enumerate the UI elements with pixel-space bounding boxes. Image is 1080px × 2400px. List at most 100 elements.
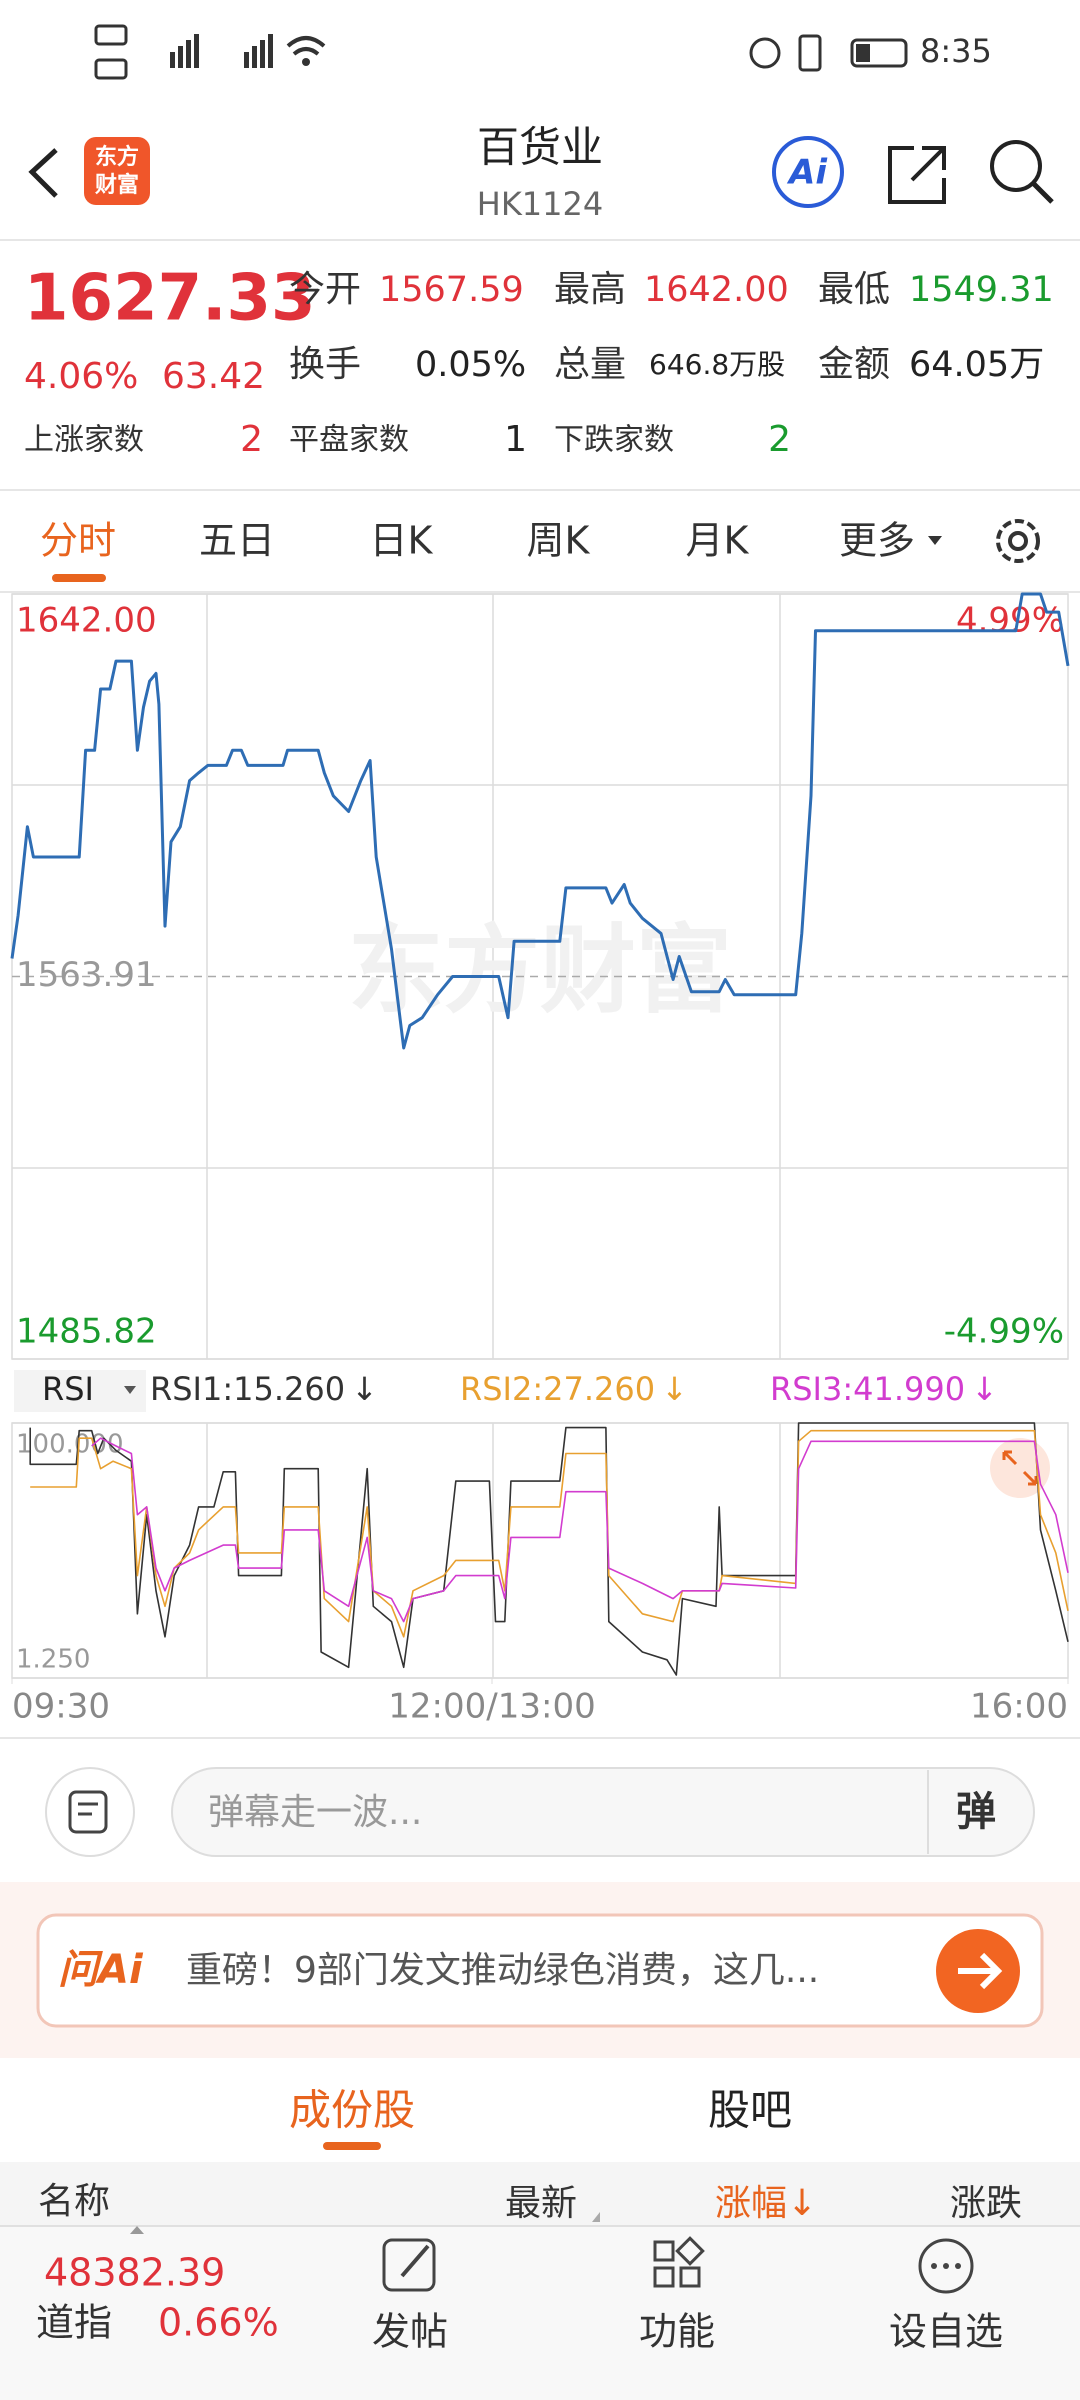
series-line (30, 1429, 1069, 1638)
section-tab[interactable]: 股吧 (708, 2086, 792, 2135)
action-label: 功能 (639, 2310, 715, 2354)
breadth-label: 下跌家数 (554, 423, 674, 458)
settings-button[interactable] (996, 519, 1040, 563)
indicator-name: RSI (42, 1370, 94, 1408)
back-button[interactable] (28, 148, 58, 198)
dropdown-icon (928, 536, 942, 545)
search-button[interactable] (990, 140, 1054, 204)
danmaku-button[interactable]: 弹 (956, 1789, 996, 1835)
y2-tick-label: 4.99% (956, 601, 1064, 641)
divider (0, 591, 1080, 593)
logo[interactable]: 东方 财富 (84, 137, 150, 205)
stat-label: 总量 (554, 344, 626, 385)
action-label: 发帖 (372, 2310, 448, 2354)
expand-arrow (130, 2226, 144, 2234)
bottom-bar (0, 2226, 1080, 2400)
stat-value: 1567.59 (379, 270, 524, 310)
page-title: 百货业 (477, 123, 603, 172)
stat-label: 今开 (289, 269, 361, 310)
y-tick-label: 1563.91 (16, 955, 157, 995)
logo-text: 财富 (95, 172, 139, 198)
series-line (29, 1422, 1069, 1676)
ai-banner-text: 重磅！9部门发文推动绿色消费，这几... (186, 1950, 819, 1991)
column-header[interactable]: 涨跌 (950, 2183, 1022, 2224)
legend-label: RSI1:15.260 (150, 1370, 345, 1408)
legend-trend: ↓ (661, 1370, 688, 1408)
stat-label: 金额 (818, 344, 890, 385)
period-tab[interactable]: 周K (527, 519, 591, 563)
period-tab[interactable]: 日K (370, 519, 434, 563)
legend-label: RSI2:27.260 (460, 1370, 655, 1408)
stat-value: 64.05万 (909, 345, 1044, 385)
stat-label: 换手 (289, 344, 361, 385)
index-change[interactable]: 0.66% (158, 2301, 279, 2345)
stat-label: 最低 (818, 269, 890, 310)
y-tick-label: 1485.82 (16, 1312, 157, 1352)
period-tab[interactable]: 更多 (839, 519, 915, 563)
column-header[interactable]: 最新 (505, 2183, 577, 2224)
y2-tick-label: -4.99% (944, 1312, 1064, 1352)
stat-value: 0.05% (415, 345, 526, 385)
series-line (91, 1437, 1069, 1623)
breadth-value: 1 (504, 419, 527, 460)
series-line (10, 592, 1070, 1050)
post-button[interactable]: 发帖 (372, 2238, 448, 2354)
change-amount: 63.42 (162, 356, 265, 397)
divider (0, 1737, 1080, 1739)
comment-placeholder: 弹幕走一波... (208, 1792, 422, 1833)
index-name[interactable]: 道指 (36, 2301, 112, 2345)
indicator-selector[interactable]: RSI (14, 1370, 146, 1412)
divider (0, 239, 1080, 241)
share-button[interactable] (888, 146, 946, 204)
breadth-label: 上涨家数 (24, 423, 144, 458)
ai-button[interactable]: Ai (772, 136, 844, 208)
status-time: 8:35 (920, 32, 992, 70)
column-header[interactable]: 涨幅↓ (715, 2183, 817, 2224)
x-tick-label: 16:00 (970, 1687, 1068, 1727)
breadth-value: 2 (768, 419, 791, 460)
watermark: 东方财富 (348, 914, 732, 1026)
sort-icon (592, 2212, 600, 2222)
comment-icon[interactable] (45, 1767, 135, 1857)
change-percent: 4.06% (24, 356, 138, 397)
watchlist-button[interactable]: 设自选 (889, 2238, 1003, 2354)
tab-underline (52, 574, 106, 582)
stock-code: HK1124 (477, 185, 603, 223)
status-bar: 8:35 (94, 24, 992, 80)
period-tab[interactable]: 月K (686, 519, 750, 563)
chart-frame (11, 593, 1069, 1679)
stat-value: 1549.31 (909, 270, 1054, 310)
x-tick-label: 12:00/13:00 (388, 1687, 595, 1727)
table-header (0, 2162, 1080, 2226)
comment-input[interactable]: 弹幕走一波... (171, 1767, 1035, 1857)
divider (0, 489, 1080, 491)
x-tick-label: 09:30 (12, 1687, 110, 1727)
y-tick-label: 1642.00 (16, 601, 157, 641)
expand-button[interactable] (990, 1438, 1050, 1498)
period-tab[interactable]: 分时 (40, 519, 116, 563)
legend-label: RSI3:41.990 (770, 1370, 965, 1408)
breadth-value: 2 (240, 419, 263, 460)
section-tab[interactable]: 成份股 (289, 2086, 415, 2135)
stat-value: 1642.00 (644, 270, 789, 310)
ai-banner[interactable]: 问Ai 重磅！9部门发文推动绿色消费，这几... (36, 1913, 1044, 2028)
ai-banner-logo: 问Ai (58, 1947, 144, 1993)
legend-trend: ↓ (351, 1370, 378, 1408)
charts: 1642.00 1563.91 1485.82 4.99% -4.99% 100.000 1… (10, 592, 1070, 1727)
stat-label: 最高 (554, 269, 626, 310)
legend-trend: ↓ (971, 1370, 998, 1408)
column-header[interactable]: 名称 (38, 2181, 110, 2222)
y-tick-label: 1.250 (16, 1645, 90, 1675)
ai-text: Ai (786, 153, 828, 193)
action-label: 设自选 (889, 2310, 1003, 2354)
period-tab[interactable]: 五日 (199, 519, 275, 563)
y-tick-label: 100.000 (16, 1430, 124, 1460)
index-value[interactable]: 48382.39 (44, 2251, 225, 2295)
function-button[interactable]: 功能 (639, 2236, 715, 2354)
logo-text: 东方 (95, 144, 139, 170)
tab-underline (323, 2142, 381, 2150)
stat-value: 646.8万股 (649, 348, 785, 381)
breadth-label: 平盘家数 (289, 423, 409, 458)
